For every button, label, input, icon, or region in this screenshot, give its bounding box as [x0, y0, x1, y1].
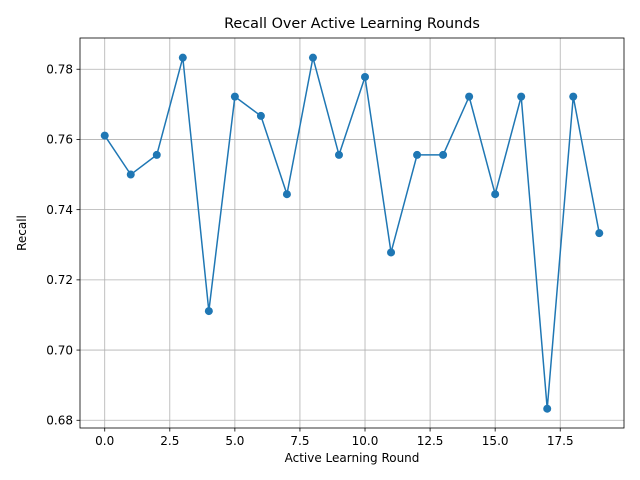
y-tick-label: 0.72 — [46, 273, 73, 287]
x-tick-label: 2.5 — [160, 434, 179, 448]
recall-data-point — [308, 53, 317, 62]
recall-series-line — [104, 56, 601, 410]
recall-data-point — [334, 150, 343, 159]
x-tick-label: 15.0 — [482, 434, 509, 448]
series-layer — [100, 53, 604, 413]
recall-data-point — [126, 170, 135, 179]
y-tick-label: 0.74 — [46, 203, 73, 217]
recall-data-point — [543, 404, 552, 413]
y-tick-label: 0.76 — [46, 133, 73, 147]
recall-data-point — [595, 229, 604, 238]
recall-data-point — [152, 150, 161, 159]
y-tick-label: 0.78 — [46, 63, 73, 77]
chart-title: Recall Over Active Learning Rounds — [224, 16, 480, 32]
recall-data-point — [230, 92, 239, 101]
x-tick-label: 12.5 — [417, 434, 444, 448]
x-axis-label: Active Learning Round — [285, 451, 420, 465]
recall-data-point — [100, 131, 109, 140]
y-tick-label: 0.70 — [46, 343, 73, 357]
recall-data-point — [439, 150, 448, 159]
recall-data-point — [282, 190, 291, 199]
y-axis-label: Recall — [15, 215, 29, 251]
x-tick-label: 10.0 — [352, 434, 379, 448]
tick-layer: 0.0 2.5 5.0 7.5 10.0 12.5 15.0 17.5 0.68 0.70 0.72… — [46, 63, 573, 448]
recall-data-point — [256, 111, 265, 120]
recall-data-point — [178, 53, 187, 62]
x-tick-label: 0.0 — [95, 434, 114, 448]
plot-area-frame — [79, 37, 625, 429]
grid-layer — [80, 38, 624, 428]
x-tick-label: 17.5 — [547, 434, 574, 448]
recall-data-point — [491, 190, 500, 199]
recall-data-point — [204, 307, 213, 316]
x-tick-label: 5.0 — [225, 434, 244, 448]
recall-data-point — [413, 150, 422, 159]
recall-data-point — [569, 92, 578, 101]
x-tick-label: 7.5 — [290, 434, 309, 448]
recall-data-point — [387, 248, 396, 257]
y-tick-label: 0.68 — [46, 414, 73, 428]
recall-data-point — [465, 92, 474, 101]
recall-data-point — [361, 72, 370, 81]
recall-data-point — [517, 92, 526, 101]
